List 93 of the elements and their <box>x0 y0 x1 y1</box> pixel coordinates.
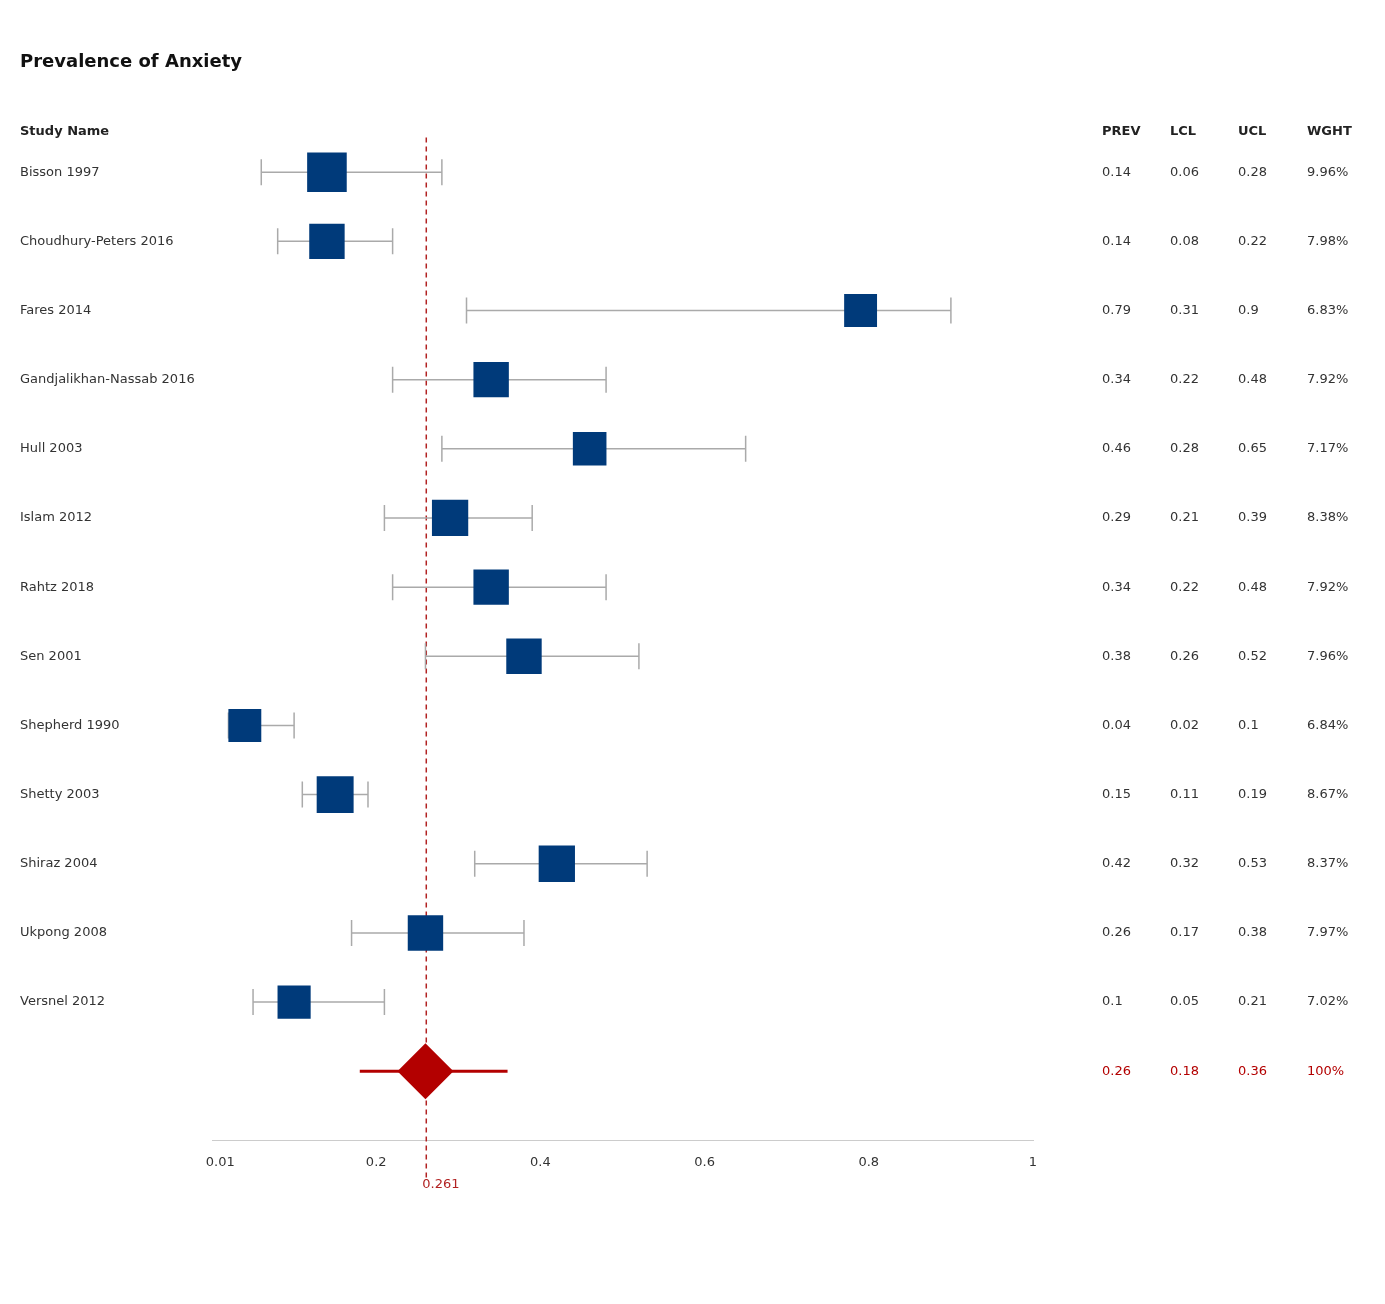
y-tick-label: Shiraz 2004 <box>20 855 98 871</box>
text: 0.14 <box>1102 232 1131 248</box>
point <box>316 776 354 814</box>
point <box>407 915 444 951</box>
text: 0.39 <box>1238 509 1267 525</box>
ref-line-label: 0.261 <box>422 1176 460 1192</box>
y-tick-label: Ukpong 2008 <box>20 924 107 940</box>
text: 0.34 <box>1102 578 1131 594</box>
text: 0.29 <box>1102 509 1131 525</box>
text: 0.38 <box>1102 647 1131 663</box>
y-tick-label: Versnel 2012 <box>20 993 106 1009</box>
point <box>572 432 607 466</box>
point <box>473 569 509 605</box>
text: 0.28 <box>1238 163 1267 179</box>
text: PREV <box>1102 122 1141 138</box>
x-tick-label: 0.2 <box>365 1153 387 1169</box>
y-tick-label: Fares 2014 <box>20 301 92 317</box>
text: 6.84% <box>1307 716 1349 732</box>
text: 7.97% <box>1307 924 1349 940</box>
text: 0.38 <box>1238 924 1267 940</box>
text: 0.79 <box>1102 301 1131 317</box>
text: 8.67% <box>1307 785 1349 801</box>
text: 7.98% <box>1307 232 1349 248</box>
text: 0.14 <box>1102 163 1131 179</box>
x-tick-label: 0.8 <box>858 1153 880 1169</box>
text: 0.21 <box>1238 993 1267 1009</box>
text: 0.15 <box>1102 785 1131 801</box>
point <box>538 845 575 882</box>
y-axis-title: Study Name <box>20 122 110 138</box>
y-tick-label: Bisson 1997 <box>20 163 100 179</box>
text: 0.1 <box>1102 993 1123 1009</box>
text: 7.96% <box>1307 647 1349 663</box>
y-tick-label: Rahtz 2018 <box>20 578 95 594</box>
text: 0.17 <box>1170 924 1199 940</box>
text: 0.06 <box>1170 163 1199 179</box>
text: 0.9 <box>1238 301 1259 317</box>
text: 0.11 <box>1170 785 1199 801</box>
text: 0.22 <box>1238 232 1267 248</box>
text: 9.96% <box>1307 163 1349 179</box>
text: 8.38% <box>1307 509 1349 525</box>
y-tick-label: Choudhury-Peters 2016 <box>20 232 174 248</box>
text: 0.42 <box>1102 855 1131 871</box>
y-tick-label: Islam 2012 <box>20 509 93 525</box>
text: 0.34 <box>1102 371 1131 387</box>
y-tick-label: Shetty 2003 <box>20 785 100 801</box>
x-tick-label: 0.6 <box>694 1153 715 1169</box>
text: 0.19 <box>1238 785 1267 801</box>
point <box>277 985 311 1019</box>
text: 0.65 <box>1238 440 1267 456</box>
text: 0.26 <box>1170 647 1199 663</box>
point <box>506 638 542 674</box>
text: 0.18 <box>1170 1062 1199 1078</box>
point <box>473 361 509 398</box>
text: 0.21 <box>1170 509 1199 525</box>
point <box>309 223 345 260</box>
point <box>397 1043 454 1100</box>
text: WGHT <box>1307 122 1352 138</box>
y-tick-label: Hull 2003 <box>20 440 83 456</box>
text: 0.08 <box>1170 232 1199 248</box>
chart-title: Prevalence of Anxiety <box>20 50 243 72</box>
text: 0.32 <box>1170 855 1199 871</box>
x-tick-label: 0.01 <box>205 1153 235 1169</box>
text: LCL <box>1170 122 1197 138</box>
y-tick-label: Shepherd 1990 <box>20 716 120 732</box>
text: 7.17% <box>1307 440 1349 456</box>
text: 0.05 <box>1170 993 1199 1009</box>
text: 0.48 <box>1238 371 1267 387</box>
text: 0.36 <box>1238 1062 1267 1078</box>
text: 0.52 <box>1238 647 1267 663</box>
text: 7.92% <box>1307 371 1349 387</box>
text: 7.02% <box>1307 993 1349 1009</box>
y-tick-label: Sen 2001 <box>20 647 82 663</box>
text: 0.26 <box>1102 924 1131 940</box>
text: 0.31 <box>1170 301 1199 317</box>
text: 0.46 <box>1102 440 1131 456</box>
text: 7.92% <box>1307 578 1349 594</box>
y-tick-label: Gandjalikhan-Nassab 2016 <box>20 371 195 387</box>
x-tick-label: 0.4 <box>530 1153 551 1169</box>
text: 0.28 <box>1170 440 1199 456</box>
text: 6.83% <box>1307 301 1349 317</box>
text: 0.22 <box>1170 578 1199 594</box>
text: 100% <box>1307 1062 1345 1078</box>
x-tick-label: 1 <box>1028 1153 1038 1169</box>
text: 0.53 <box>1238 855 1267 871</box>
text: 0.26 <box>1102 1062 1131 1078</box>
text: 0.48 <box>1238 578 1267 594</box>
text: 8.37% <box>1307 855 1349 871</box>
point <box>431 499 469 537</box>
text: 0.1 <box>1238 716 1259 732</box>
text: 0.04 <box>1102 716 1131 732</box>
text: 0.22 <box>1170 371 1199 387</box>
text: UCL <box>1238 122 1267 138</box>
text: 0.02 <box>1170 716 1199 732</box>
